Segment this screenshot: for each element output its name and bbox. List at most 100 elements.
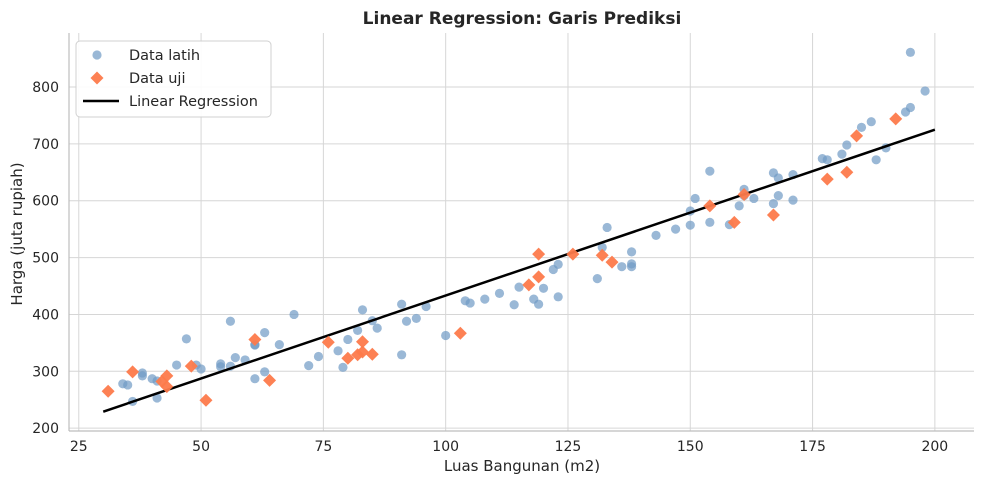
train-point [871,155,881,165]
test-point [522,278,536,292]
train-point [304,361,314,371]
legend-test-label: Data uji [129,71,185,87]
train-point [181,334,192,344]
train-point [749,193,759,204]
train-point [401,316,412,326]
train-point [773,191,783,201]
train-point [592,274,602,284]
train-point [602,222,612,233]
test-point [737,187,751,201]
grid [69,33,974,431]
test-point [595,248,609,262]
train-point [538,283,549,293]
test-point [727,215,741,229]
train-point [626,247,637,257]
train-point [920,86,930,96]
train-point [343,334,353,345]
train-point [685,220,695,230]
train-point [397,350,407,360]
train-point [768,198,779,209]
train-point [196,364,206,374]
train-point [670,224,681,234]
train-point [705,166,715,176]
legend-test-marker [90,71,104,85]
chart-title: Linear Regression: Garis Prediksi [363,9,682,29]
train-point [338,362,348,372]
train-point [494,288,505,299]
train-point [313,351,324,362]
train-point [905,102,916,113]
test-point [263,373,277,387]
tick-labels: 25 50 75 100 125 150 175 200 200 300 400 500 600 700 8… [32,80,948,455]
test-point [160,369,174,383]
test-point [356,335,370,349]
train-point [397,299,407,309]
test-point [101,384,115,398]
train-point [534,299,544,309]
train-point [480,294,490,304]
test-point [248,332,262,346]
train-point [230,353,240,363]
train-point [372,323,382,333]
train-point [553,259,563,270]
train-point [788,195,798,205]
train-point [353,325,363,335]
x-tick-label: 100 [432,439,459,455]
test-point [566,247,580,261]
test-point [703,199,717,213]
x-tick-label: 175 [799,439,826,455]
y-tick-label: 300 [32,364,59,380]
train-point [152,393,162,403]
train-point [411,313,421,324]
train-point [216,359,226,369]
test-point [605,255,619,269]
test-point [184,359,198,373]
y-tick-label: 800 [32,80,59,96]
train-point [866,117,876,127]
data-marks [101,47,936,413]
train-point [172,360,182,370]
train-point [137,371,147,381]
train-point [441,330,451,341]
train-point [465,298,475,308]
test-point [199,393,213,407]
train-point [822,155,832,165]
train-point [514,282,524,292]
train-point [333,346,343,356]
axes [68,33,974,432]
train-point [597,242,607,252]
x-tick-label: 125 [555,439,582,455]
legend-train-label: Data latih [129,48,200,64]
legend-line-label: Linear Regression [129,94,258,110]
test-point [766,208,780,222]
train-point [773,173,783,183]
legend: Data latih Data uji Linear Regression [75,40,272,118]
test-point [356,345,370,359]
x-tick-label: 150 [677,439,704,455]
test-point [532,247,546,261]
train-point [705,217,715,227]
train-point [734,201,744,211]
y-axis-label: Harga (juta rupiah) [8,162,26,305]
train-point [553,292,563,302]
train-point [123,380,133,390]
x-axis-label: Luas Bangunan (m2) [444,457,600,475]
test-point [453,326,467,340]
y-tick-label: 200 [32,421,59,437]
test-point [820,172,834,186]
test-point [889,112,903,126]
test-point [365,347,379,361]
train-point [690,193,700,204]
x-tick-label: 75 [314,439,332,455]
train-point [905,47,916,57]
train-point [357,305,368,315]
test-point [126,365,140,379]
train-point [626,259,637,269]
y-tick-label: 400 [32,307,59,323]
test-point [321,335,335,349]
train-point [509,300,519,310]
test-point [850,129,864,143]
train-point [250,374,260,384]
x-tick-label: 200 [921,439,948,455]
